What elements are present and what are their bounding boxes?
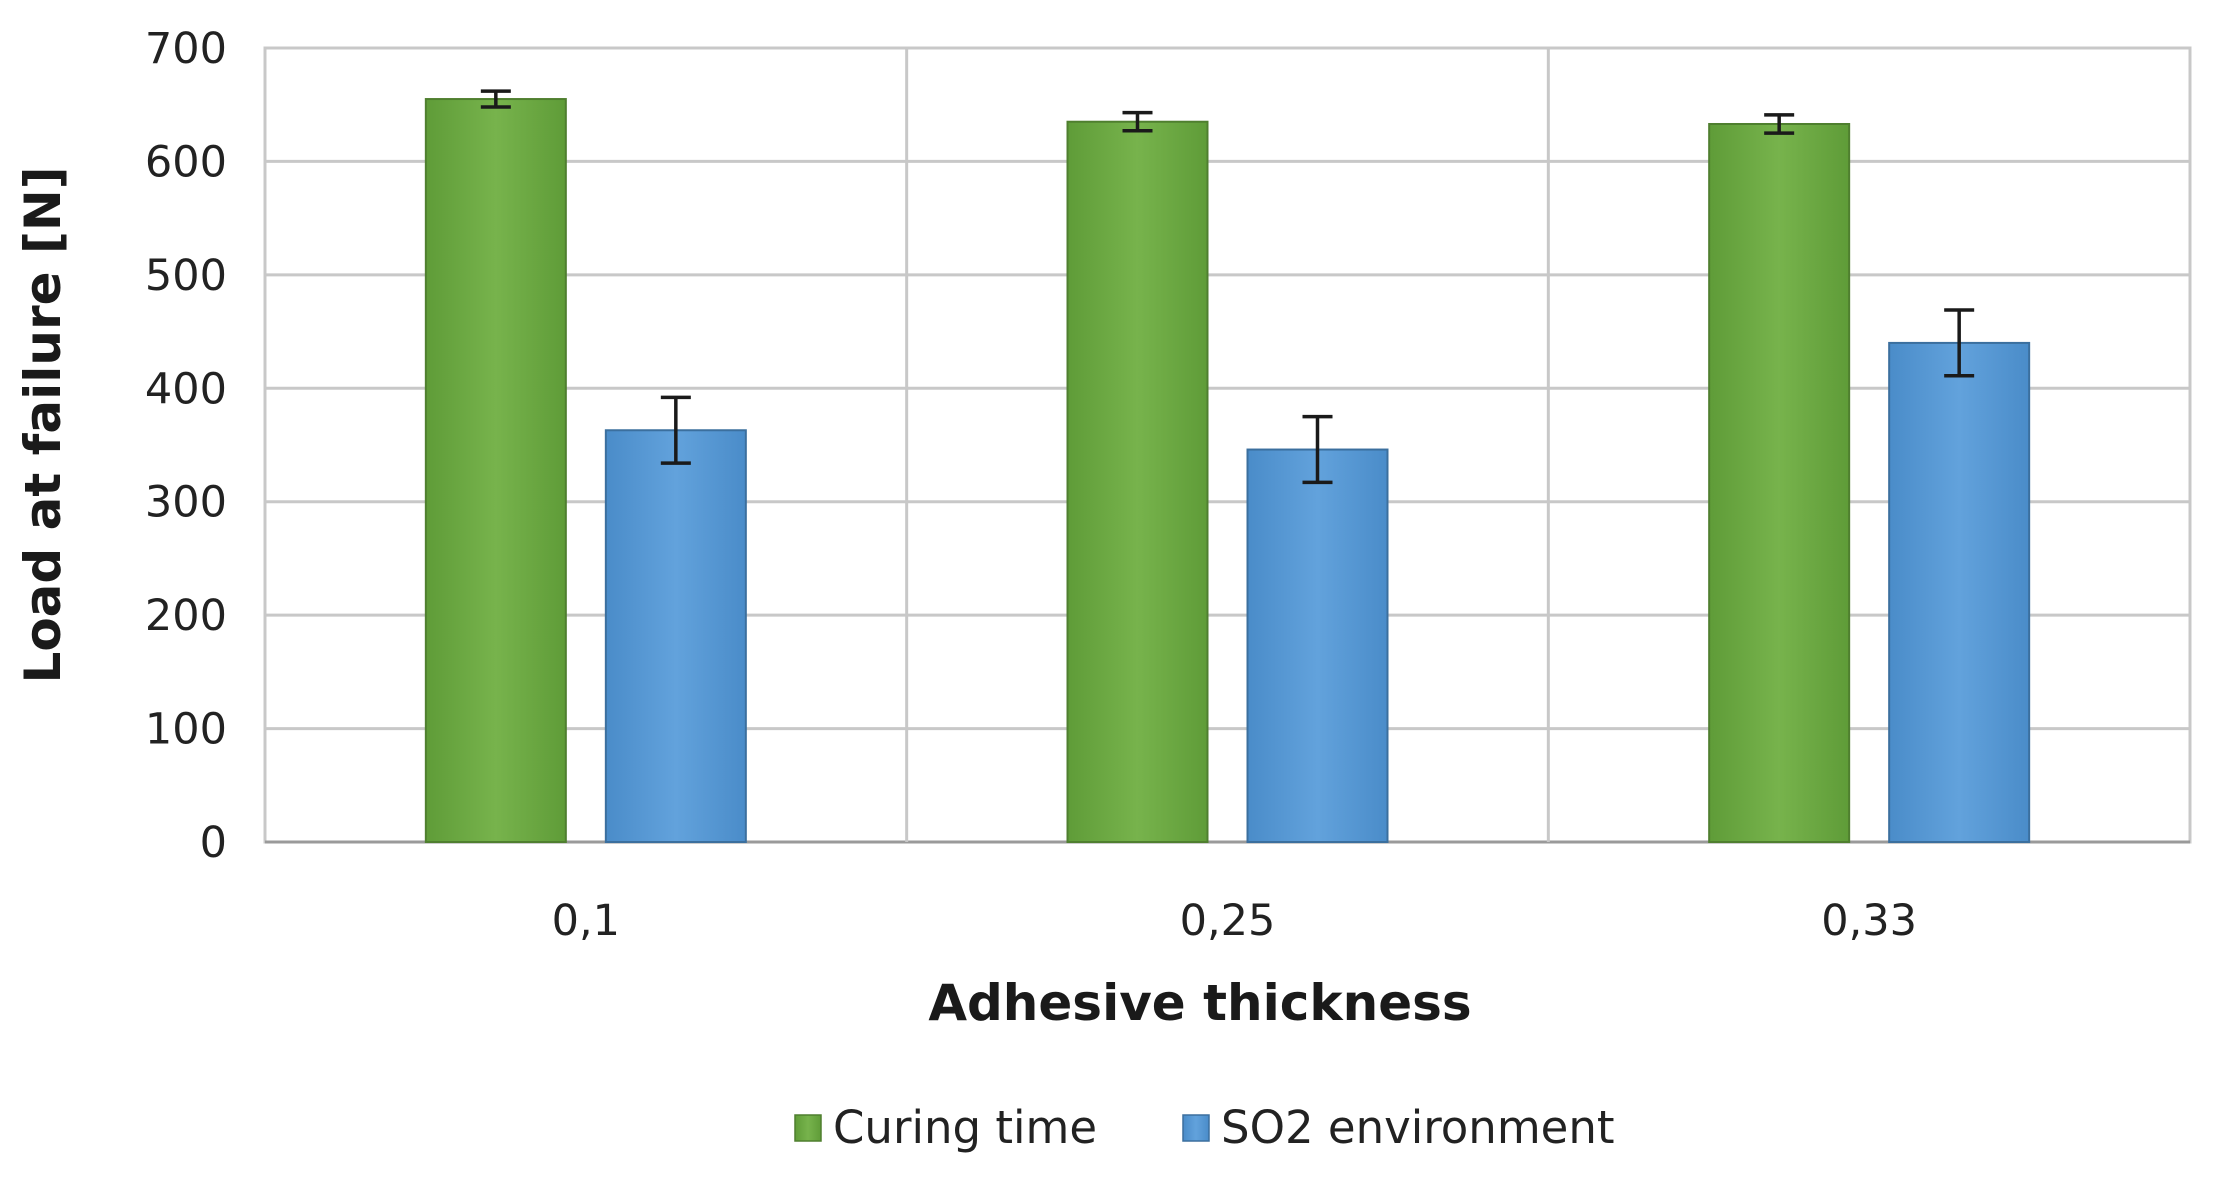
legend-label-curing-time: Curing time (833, 1101, 1097, 1154)
bar-curing-time (1708, 122, 1851, 844)
y-tick-label: 500 (145, 251, 227, 301)
y-tick-label: 400 (145, 364, 227, 414)
error-bar (1122, 110, 1153, 133)
bar-curing-time (1066, 120, 1209, 843)
error-bar (1764, 113, 1795, 135)
bar-curing-time (424, 98, 567, 844)
bar-so2-environment (604, 429, 747, 843)
y-tick-label: 0 (200, 818, 227, 868)
y-tick-label: 300 (145, 478, 227, 528)
x-tick-label: 0,25 (1180, 896, 1276, 946)
y-tick-label: 600 (145, 137, 227, 187)
x-axis-title: Adhesive thickness (928, 974, 1471, 1032)
x-tick-label: 0,33 (1821, 896, 1917, 946)
error-bars (480, 89, 1975, 485)
bar-so2-environment (1246, 448, 1389, 843)
y-axis-ticks: 0 100 200 300 400 500 600 700 (145, 24, 227, 868)
y-tick-label: 100 (145, 705, 227, 755)
x-axis-ticks: 0,1 0,25 0,33 (552, 896, 1917, 946)
error-bar (1302, 414, 1333, 485)
legend-swatch-curing-time (794, 1114, 822, 1142)
bars (424, 98, 2031, 844)
y-tick-label: 700 (145, 24, 227, 74)
gridlines (263, 46, 2192, 844)
x-tick-label: 0,1 (552, 896, 620, 946)
error-bar (480, 89, 511, 109)
error-bar (660, 395, 691, 465)
y-tick-label: 200 (145, 591, 227, 641)
legend: Curing time SO2 environment (794, 1101, 1615, 1154)
y-axis-title: Load at failure [N] (14, 166, 72, 683)
legend-swatch-so2-environment (1182, 1114, 1210, 1142)
bar-so2-environment (1888, 341, 2031, 843)
error-bar (1944, 308, 1975, 378)
legend-label-so2-environment: SO2 environment (1221, 1101, 1615, 1154)
